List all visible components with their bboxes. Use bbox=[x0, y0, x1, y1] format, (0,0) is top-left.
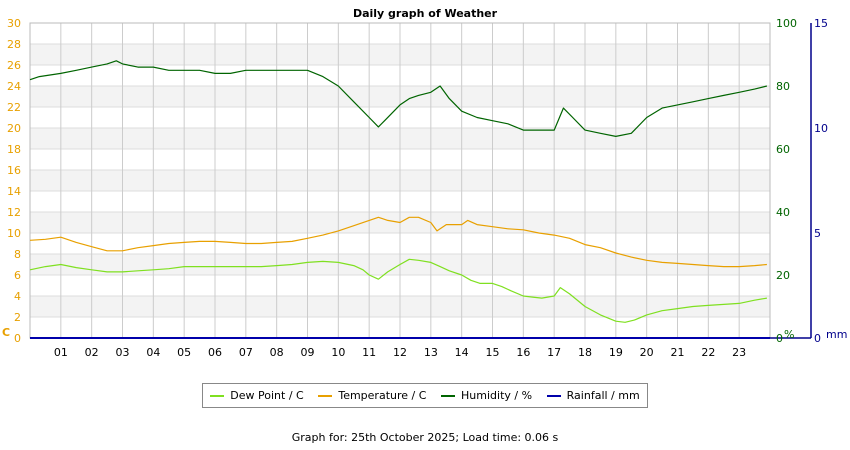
right-humidity-tick-label: 20 bbox=[776, 269, 790, 282]
legend-item-dew-point: Dew Point / C bbox=[210, 389, 304, 402]
x-tick-label: 13 bbox=[424, 346, 438, 359]
right-axis-rainfall-label: mm bbox=[826, 328, 847, 341]
x-tick-label: 02 bbox=[85, 346, 99, 359]
x-tick-label: 06 bbox=[208, 346, 222, 359]
legend-label-humidity: Humidity / % bbox=[461, 389, 533, 402]
chart-title: Daily graph of Weather bbox=[353, 7, 498, 20]
left-tick-label: 16 bbox=[7, 164, 21, 177]
left-tick-label: 30 bbox=[7, 17, 21, 30]
x-tick-label: 01 bbox=[54, 346, 68, 359]
left-axis-label: C bbox=[2, 326, 10, 339]
x-axis-ticks: 01 02 03 04 05 06 07 08 09 10 11 12 13 14 15 16 17 18 19 20… bbox=[54, 346, 746, 359]
left-tick-label: 28 bbox=[7, 38, 21, 51]
grid-lines bbox=[29, 22, 811, 339]
left-tick-label: 8 bbox=[14, 248, 21, 261]
x-tick-label: 18 bbox=[578, 346, 592, 359]
x-tick-label: 23 bbox=[732, 346, 746, 359]
x-tick-label: 07 bbox=[239, 346, 253, 359]
legend-swatch-rainfall bbox=[546, 394, 561, 397]
left-tick-label: 18 bbox=[7, 143, 21, 156]
right-humidity-tick-label: 40 bbox=[776, 206, 790, 219]
x-tick-label: 05 bbox=[177, 346, 191, 359]
chart-legend: Dew Point / C Temperature / C Humidity /… bbox=[202, 383, 648, 408]
left-tick-label: 12 bbox=[7, 206, 21, 219]
series-lines bbox=[29, 60, 770, 339]
x-tick-label: 16 bbox=[516, 346, 530, 359]
right-humidity-tick-label: 100 bbox=[776, 17, 797, 30]
right-axis-rainfall-ticks: 0 5 10 15 bbox=[814, 17, 828, 345]
legend-label-dew-point: Dew Point / C bbox=[230, 389, 304, 402]
legend-item-humidity: Humidity / % bbox=[441, 389, 532, 402]
right-rainfall-tick-label: 5 bbox=[814, 227, 821, 240]
left-tick-label: 6 bbox=[14, 269, 21, 282]
x-tick-label: 19 bbox=[609, 346, 623, 359]
x-tick-label: 22 bbox=[701, 346, 715, 359]
legend-swatch-humidity bbox=[441, 394, 456, 397]
right-rainfall-tick-label: 10 bbox=[814, 122, 828, 135]
left-tick-label: 24 bbox=[7, 80, 21, 93]
x-tick-label: 11 bbox=[362, 346, 376, 359]
x-tick-label: 10 bbox=[331, 346, 345, 359]
left-tick-label: 20 bbox=[7, 122, 21, 135]
left-tick-label: 4 bbox=[14, 290, 21, 303]
footer-status: Graph for: 25th October 2025; Load time:… bbox=[291, 431, 559, 444]
x-tick-label: 09 bbox=[301, 346, 315, 359]
x-tick-label: 17 bbox=[547, 346, 561, 359]
series-line-humidity bbox=[29, 60, 768, 137]
x-tick-label: 03 bbox=[116, 346, 130, 359]
x-tick-label: 20 bbox=[640, 346, 654, 359]
legend-label-temperature: Temperature / C bbox=[338, 389, 427, 402]
x-tick-label: 12 bbox=[393, 346, 407, 359]
left-tick-label: 0 bbox=[14, 332, 21, 345]
right-axis-humidity-ticks: 0 20 40 60 80 100 bbox=[776, 17, 797, 345]
legend-swatch-dew-point bbox=[210, 394, 225, 397]
x-tick-label: 21 bbox=[671, 346, 685, 359]
legend-item-rainfall: Rainfall / mm bbox=[546, 389, 640, 402]
right-rainfall-tick-label: 0 bbox=[814, 332, 821, 345]
x-tick-label: 14 bbox=[455, 346, 469, 359]
left-tick-label: 26 bbox=[7, 59, 21, 72]
x-tick-label: 08 bbox=[270, 346, 284, 359]
left-tick-label: 2 bbox=[14, 311, 21, 324]
series-line-temperature-c bbox=[29, 216, 767, 268]
right-axis-humidity-label: % bbox=[784, 328, 794, 341]
x-tick-label: 15 bbox=[486, 346, 500, 359]
left-tick-label: 14 bbox=[7, 185, 21, 198]
right-humidity-tick-label: 0 bbox=[776, 332, 783, 345]
series-line-dew-point-c bbox=[29, 258, 768, 323]
legend-item-temperature: Temperature / C bbox=[318, 389, 426, 402]
legend-swatch-temperature bbox=[318, 394, 333, 397]
right-rainfall-tick-label: 15 bbox=[814, 17, 828, 30]
right-humidity-tick-label: 60 bbox=[776, 143, 790, 156]
left-tick-label: 10 bbox=[7, 227, 21, 240]
right-humidity-tick-label: 80 bbox=[776, 80, 790, 93]
legend-label-rainfall: Rainfall / mm bbox=[566, 389, 640, 402]
x-tick-label: 04 bbox=[146, 346, 160, 359]
left-tick-label: 22 bbox=[7, 101, 21, 114]
